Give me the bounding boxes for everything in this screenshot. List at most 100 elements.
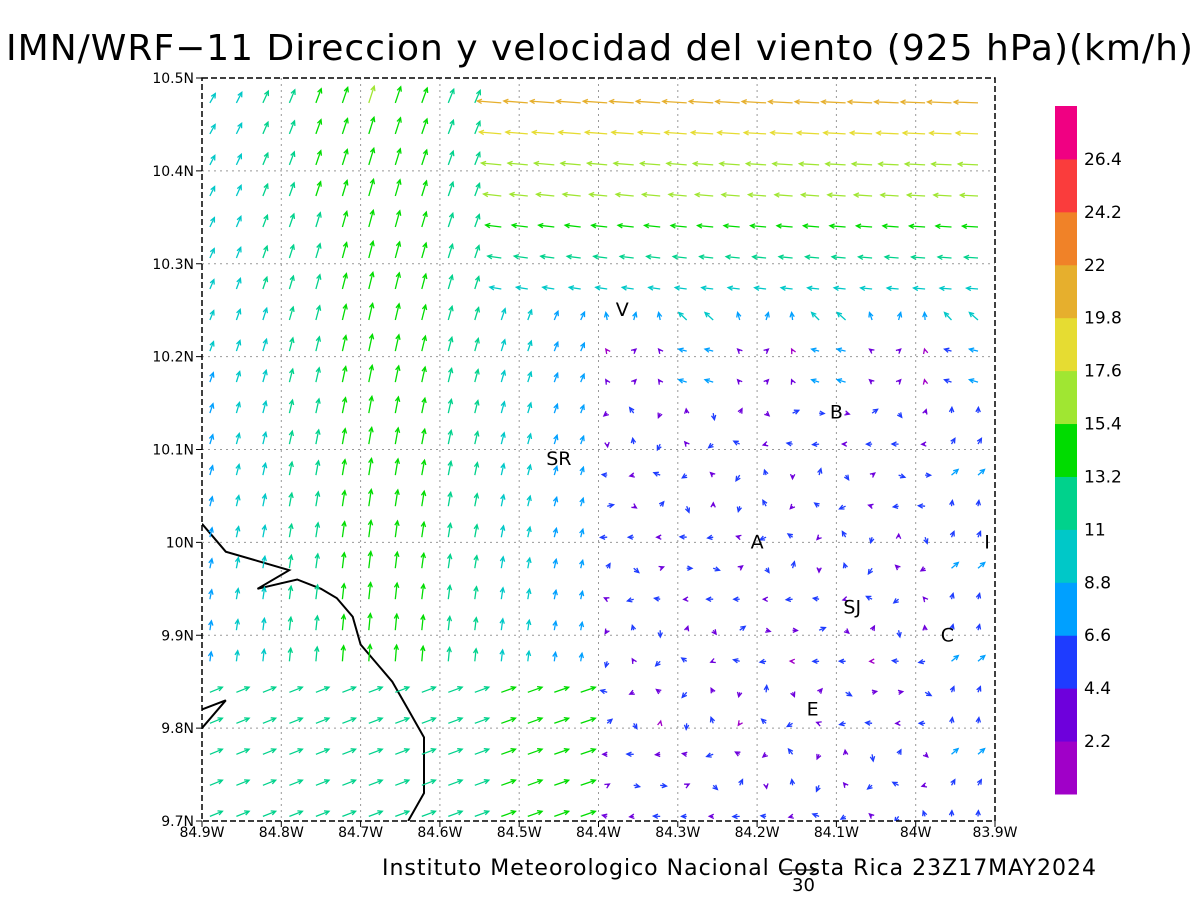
wind-vector (342, 686, 358, 693)
wind-vector (977, 468, 986, 476)
wind-vector (607, 502, 616, 509)
wind-vector (473, 616, 479, 631)
wind-vector (448, 686, 464, 693)
city-label: A (751, 531, 764, 553)
wind-vector (501, 810, 517, 818)
wind-vector (628, 406, 635, 414)
wind-vector (421, 748, 437, 755)
wind-vector (209, 185, 216, 197)
wind-vector (262, 89, 270, 104)
wind-vector (610, 129, 634, 136)
wind-vector (703, 347, 714, 353)
wind-vector (890, 658, 899, 664)
wind-vector (394, 271, 402, 290)
wind-vector (315, 686, 331, 693)
wind-vector (707, 442, 714, 449)
wind-vector (736, 348, 743, 355)
wind-vector (920, 782, 928, 788)
wind-vector (895, 348, 902, 354)
wind-vector (235, 463, 241, 476)
wind-vector (341, 85, 349, 104)
wind-vector (447, 397, 454, 414)
wind-vector (681, 473, 688, 479)
wind-vector (786, 533, 793, 539)
wind-vector (736, 506, 742, 513)
wind-vector (763, 683, 770, 693)
wind-vector (554, 810, 571, 818)
wind-vector (604, 661, 610, 669)
wind-vector (447, 211, 455, 228)
wind-vector (260, 647, 267, 662)
wind-vector (447, 335, 454, 352)
wind-vector (612, 160, 634, 167)
wind-vector (628, 813, 635, 820)
wind-vector (678, 534, 687, 540)
wind-vector (842, 781, 849, 788)
wind-vector (262, 717, 278, 724)
wind-vector (934, 223, 952, 230)
wind-vector (761, 752, 768, 758)
wind-vector (579, 372, 585, 383)
wind-vector (588, 191, 608, 198)
wind-vector (367, 643, 373, 662)
wind-vector (891, 503, 899, 510)
wind-vector (881, 223, 899, 229)
wind-vector (474, 306, 481, 321)
wind-vector (604, 628, 610, 635)
wind-vector (830, 254, 846, 260)
wind-vector (867, 567, 874, 576)
wind-vector (394, 488, 400, 507)
wind-vector (868, 348, 875, 354)
wind-vector (580, 310, 586, 321)
wind-vector (421, 117, 429, 135)
colorbar-swatch (1055, 158, 1077, 213)
wind-vector (764, 410, 771, 417)
wind-vector (552, 526, 559, 538)
wind-vector (261, 554, 267, 569)
wind-vector (871, 689, 879, 695)
wind-vector (761, 441, 769, 447)
wind-vector (288, 522, 294, 538)
wind-vector (820, 99, 846, 105)
wind-vector (479, 160, 502, 167)
wind-vector (790, 691, 796, 698)
wind-vector (895, 532, 902, 540)
wind-vector (446, 584, 453, 600)
wind-vector (421, 427, 427, 445)
wind-vector (421, 241, 428, 259)
wind-vector (579, 403, 585, 414)
wind-vector (474, 151, 481, 166)
wind-vector (726, 285, 740, 291)
wind-vector (707, 813, 715, 820)
wind-vector (501, 686, 517, 693)
wind-vector (737, 564, 744, 571)
wind-vector (673, 285, 687, 291)
wind-vector (894, 564, 901, 571)
wind-vector (816, 567, 822, 574)
wind-vector (341, 334, 348, 352)
wind-vector (209, 92, 217, 104)
wind-vector (486, 253, 502, 260)
wind-vector (962, 254, 979, 261)
wind-vector (552, 619, 558, 631)
wind-vector (368, 270, 375, 290)
wind-vector (235, 90, 243, 104)
wind-vector (525, 618, 532, 631)
wind-vector (340, 613, 347, 631)
wind-vector (850, 161, 873, 167)
wind-vector (314, 521, 321, 538)
wind-vector (655, 688, 662, 695)
wind-vector (793, 99, 820, 105)
wind-vector (579, 434, 585, 445)
wind-vector (526, 463, 533, 476)
wind-vector (943, 347, 952, 353)
wind-vector (541, 285, 555, 291)
footer-credit: Instituto Meteorologico Nacional Costa R… (382, 856, 1097, 881)
wind-vector (234, 587, 241, 600)
wind-vector (740, 98, 767, 105)
wind-vector (475, 98, 502, 105)
wind-vector (594, 285, 608, 291)
wind-vector (967, 378, 979, 384)
city-label: V (616, 299, 629, 321)
wind-vector (720, 192, 740, 198)
